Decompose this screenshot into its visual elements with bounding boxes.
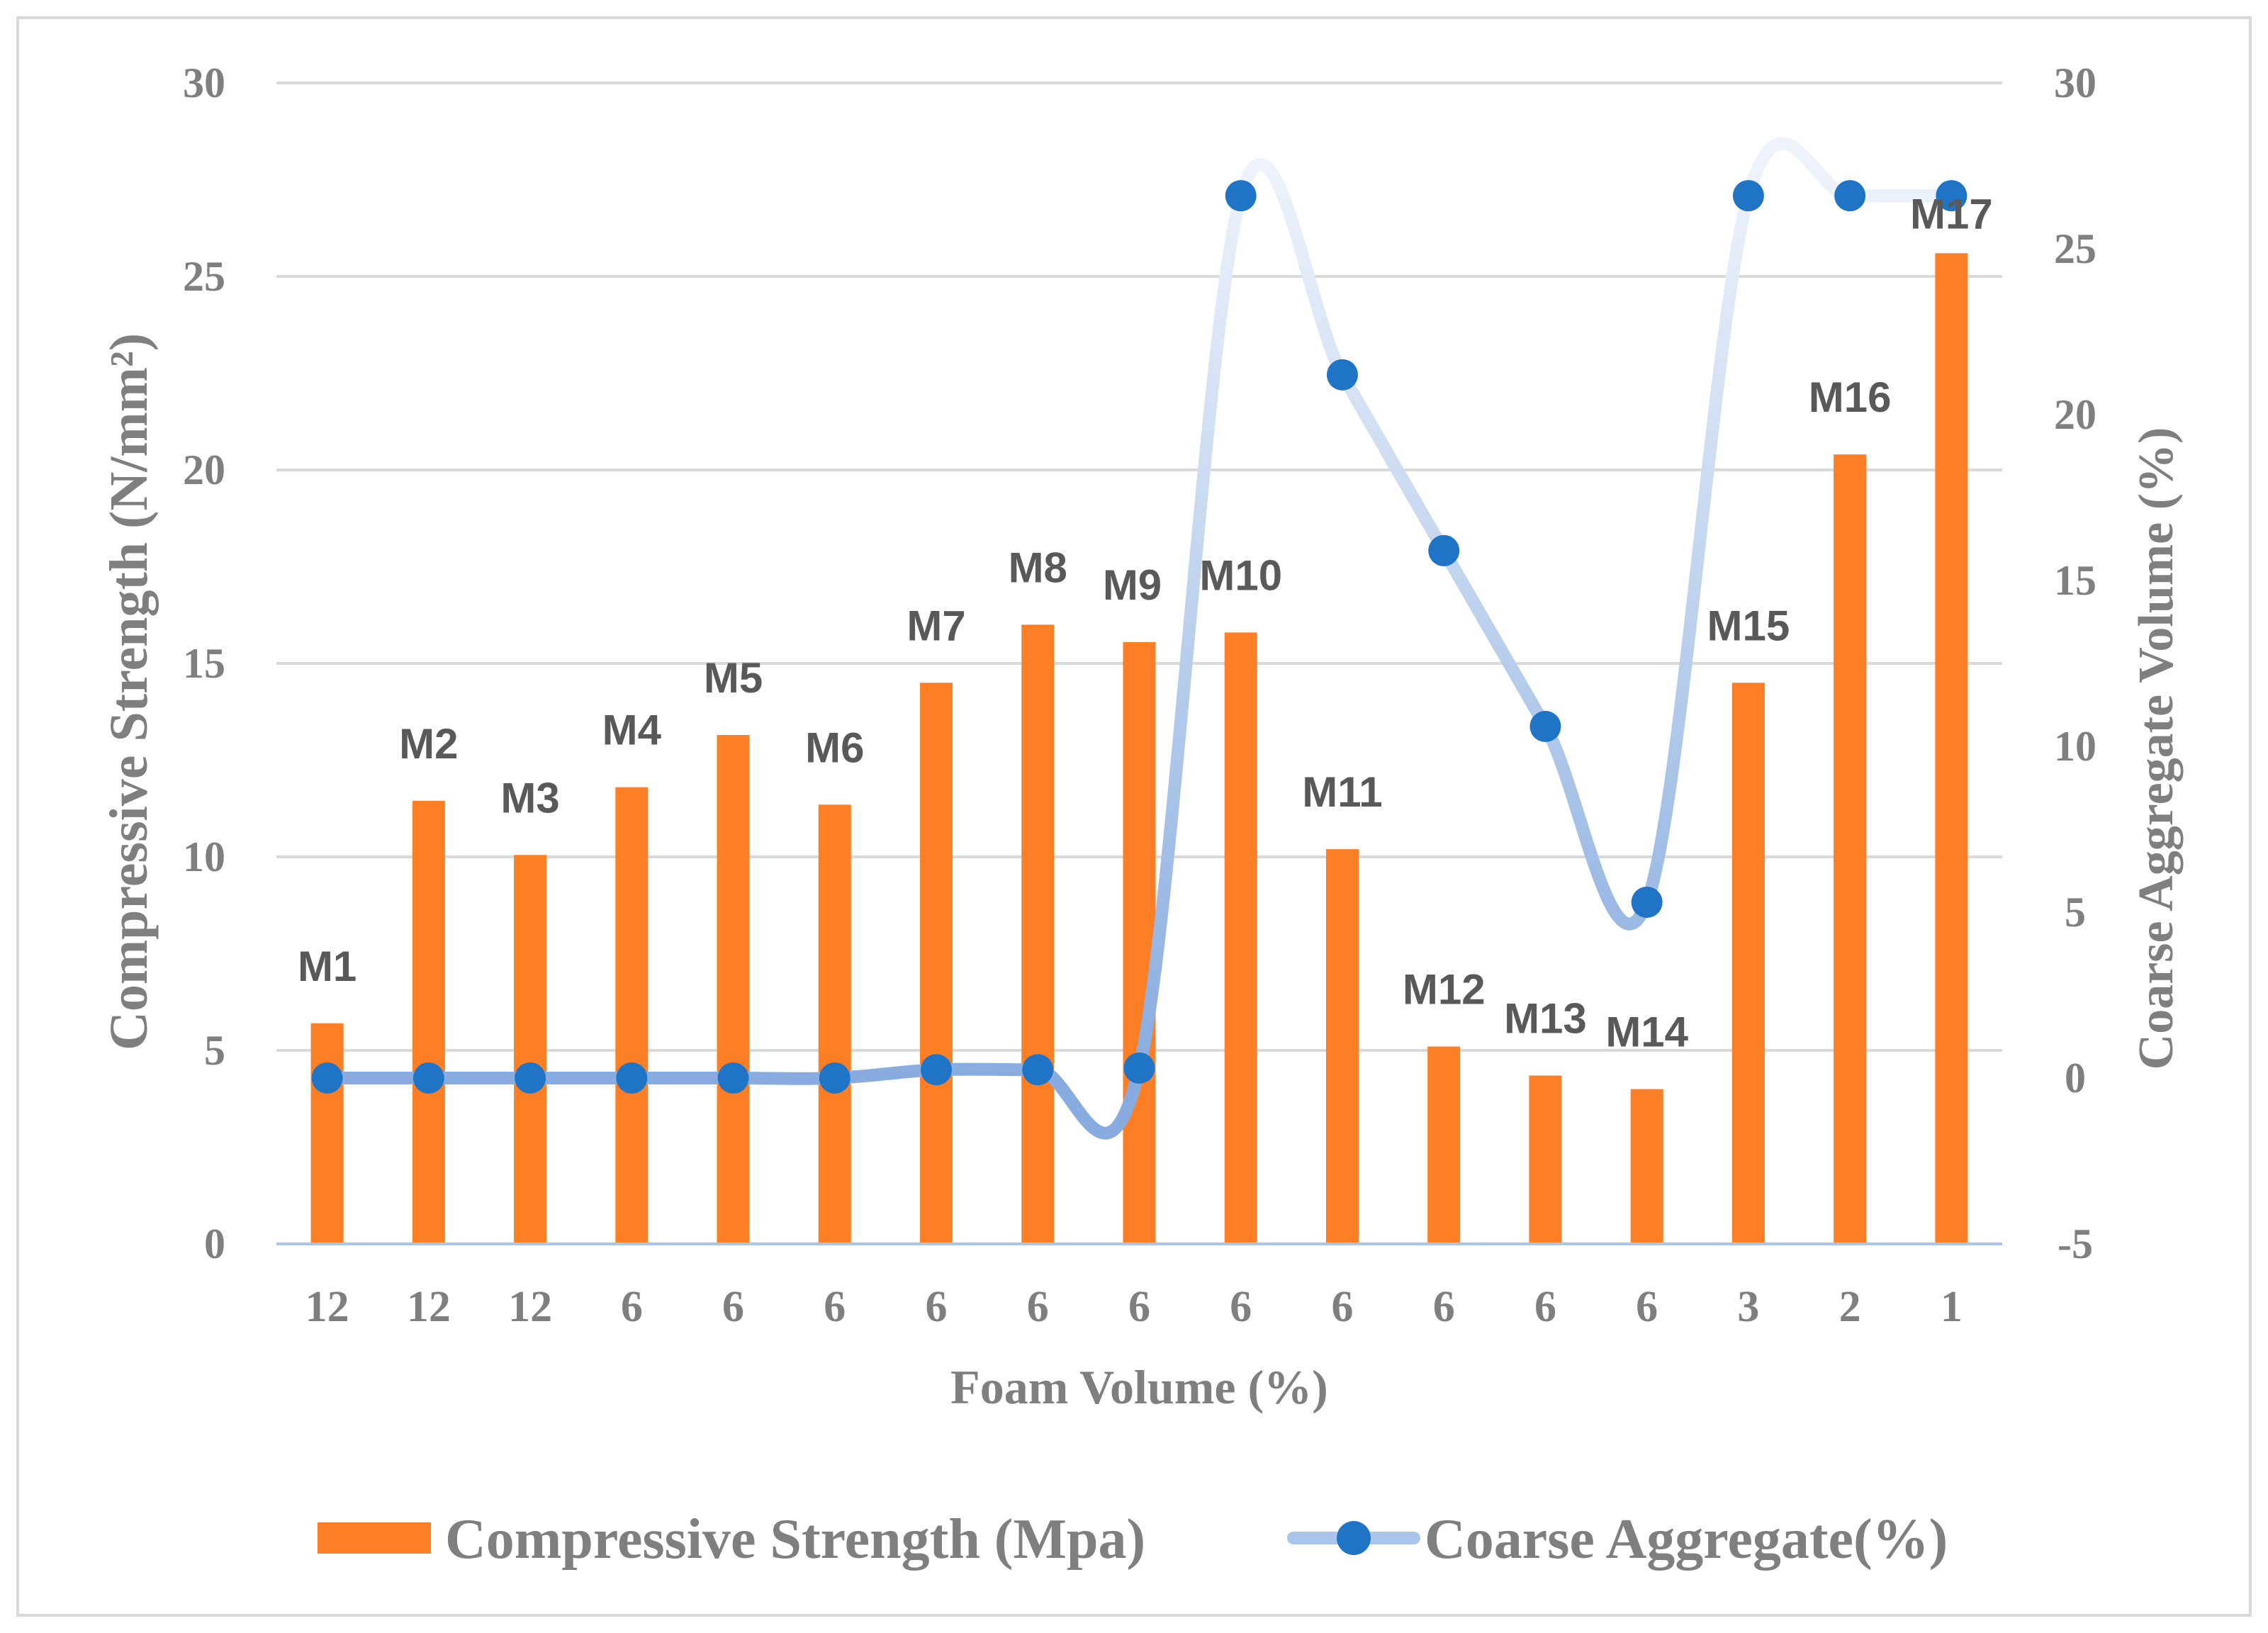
legend-line-label: Coarse Aggregate(%): [1425, 1508, 1948, 1571]
line-point: [921, 1054, 953, 1086]
bar: [1123, 641, 1156, 1244]
y2-tick-label: 25: [2054, 225, 2096, 272]
line-point: [616, 1062, 648, 1094]
bar-data-label: M5: [704, 654, 763, 702]
bar-data-label: M7: [906, 602, 965, 649]
x-tick-label: 6: [722, 1283, 744, 1331]
bar-data-label: M1: [298, 943, 357, 990]
bar: [310, 1023, 344, 1244]
x-tick-label: 2: [1839, 1283, 1861, 1331]
y2-axis-title: Coarse Aggregate Volume (%): [2129, 427, 2184, 1070]
line-point: [819, 1062, 850, 1094]
bar-data-label: M9: [1103, 561, 1162, 609]
legend-bar-label: Compressive Strength (Mpa): [445, 1508, 1145, 1571]
bar: [615, 787, 649, 1244]
line-series: [311, 137, 1967, 1140]
x-tick-label: 12: [305, 1283, 349, 1331]
bar-data-label: M10: [1199, 551, 1282, 599]
bar: [1427, 1046, 1461, 1244]
x-tick-label: 12: [407, 1283, 451, 1331]
line-point: [1123, 1052, 1155, 1084]
bar: [1325, 849, 1359, 1244]
line-point: [1326, 359, 1358, 391]
x-tick-label: 6: [926, 1283, 948, 1331]
x-tick-label: 6: [1433, 1283, 1455, 1331]
line-point: [515, 1062, 546, 1094]
line-point: [1936, 180, 1967, 212]
y-tick-label: 20: [183, 447, 225, 493]
x-tick-label: 6: [1128, 1283, 1150, 1331]
legend-line-marker: [1337, 1521, 1371, 1555]
bar-series: [310, 253, 1968, 1245]
bar: [717, 735, 750, 1244]
bar: [412, 800, 445, 1244]
bar-data-label: M6: [805, 724, 864, 771]
bar-data-label: M17: [1910, 191, 1993, 238]
bar: [1630, 1089, 1663, 1244]
x-tick-label: 6: [1534, 1283, 1556, 1331]
x-tick-label: 6: [1230, 1283, 1252, 1331]
line-point: [717, 1062, 749, 1094]
y-tick-label: 15: [183, 640, 225, 687]
bar: [1529, 1075, 1562, 1244]
y2-tick-label: 5: [2065, 889, 2086, 936]
bar-data-label: M4: [602, 707, 662, 754]
legend: Compressive Strength (Mpa) Coarse Aggrega…: [318, 1508, 1948, 1571]
bar: [514, 855, 547, 1244]
x-tick-label: 6: [1636, 1283, 1658, 1331]
bar-data-label: M2: [399, 720, 458, 768]
x-tick-label: 3: [1737, 1283, 1759, 1331]
bar: [1834, 454, 1867, 1245]
data-labels: M1 M2 M3 M4 M5 M6 M7 M8 M9 M10 M11 M12 M13 M14 M15 M16 M…: [298, 191, 1993, 1056]
y2-tick-label: 30: [2054, 60, 2096, 106]
line-point: [1631, 886, 1663, 918]
x-tick-label: 12: [508, 1283, 552, 1331]
line-point: [412, 1062, 444, 1094]
y-tick-label: 30: [183, 60, 225, 106]
y2-tick-label: 0: [2065, 1055, 2086, 1101]
y-axis-title: Compressive Strength (N/mm²): [99, 333, 159, 1050]
bar-data-label: M8: [1009, 544, 1067, 591]
y-tick-label: 0: [204, 1220, 225, 1267]
x-tick-label: 6: [824, 1283, 846, 1331]
line-point: [1834, 180, 1866, 212]
line-point: [1022, 1054, 1054, 1086]
legend-bar-swatch: [318, 1522, 431, 1554]
line-point: [311, 1062, 343, 1094]
y2-tick-label: 15: [2054, 557, 2096, 604]
y-tick-label: 25: [183, 253, 225, 300]
x-tick-label: 1: [1941, 1283, 1963, 1331]
bar: [920, 683, 953, 1244]
bar-data-label: M3: [500, 774, 559, 821]
bar-data-label: M11: [1302, 768, 1382, 816]
gridlines: [276, 82, 2002, 1052]
x-axis-title: Foam Volume (%): [950, 1360, 1328, 1414]
bar-data-label: M12: [1403, 966, 1486, 1014]
y2-tick-label: -5: [2058, 1220, 2093, 1267]
bar: [1935, 253, 1968, 1244]
bar: [818, 804, 851, 1244]
y2-tick-label: 20: [2054, 391, 2096, 438]
x-tick-label: 6: [621, 1283, 643, 1331]
bar: [1731, 683, 1765, 1244]
line-point: [1225, 180, 1257, 212]
x-tick-label: 6: [1331, 1283, 1353, 1331]
line-point: [1428, 534, 1460, 566]
bar: [1224, 632, 1257, 1244]
bar-data-label: M15: [1707, 602, 1790, 649]
bar-data-label: M14: [1605, 1009, 1688, 1056]
x-tick-label: 6: [1027, 1283, 1049, 1331]
bar-data-label: M13: [1504, 994, 1587, 1042]
y2-tick-label: 10: [2054, 723, 2096, 770]
bar: [1021, 624, 1055, 1244]
y-tick-label: 10: [183, 834, 225, 880]
y-tick-label: 5: [204, 1027, 225, 1074]
line-point: [1732, 180, 1764, 212]
line-point: [1529, 710, 1561, 742]
bar-data-label: M16: [1809, 374, 1892, 421]
